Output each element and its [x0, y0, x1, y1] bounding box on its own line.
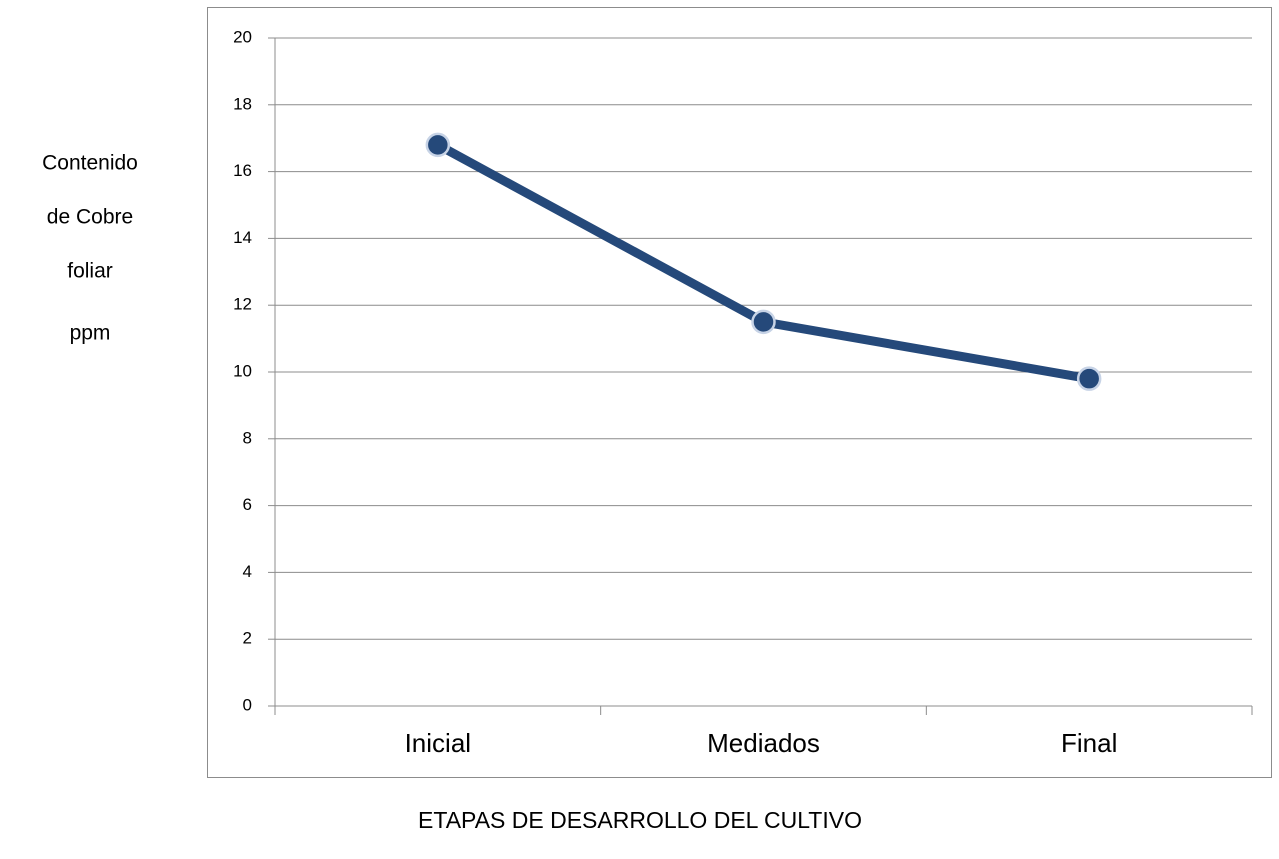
chart-frame [207, 7, 1272, 778]
y-axis-label: Contenido [42, 152, 138, 175]
y-axis-label: de Cobre [47, 206, 133, 229]
data-point [751, 309, 776, 335]
y-tick-label: 6 [243, 495, 252, 514]
y-tick-label: 0 [243, 695, 252, 714]
data-point [1076, 366, 1102, 391]
x-tick-label: Mediados [707, 728, 820, 758]
y-tick-label: 4 [243, 562, 252, 581]
y-tick-label: 12 [233, 295, 252, 314]
x-axis-label: ETAPAS DE DESARROLLO DEL CULTIVO [418, 807, 862, 833]
data-point [425, 132, 451, 158]
y-tick-label: 16 [233, 161, 252, 180]
y-axis-label: foliar [67, 260, 113, 283]
y-tick-label: 18 [233, 94, 252, 113]
y-tick-label: 14 [233, 228, 252, 247]
x-tick-label: Inicial [405, 728, 471, 758]
y-tick-label: 8 [243, 428, 252, 447]
x-tick-label: Final [1061, 728, 1117, 758]
y-axis-label: ppm [70, 322, 111, 345]
y-tick-label: 10 [233, 361, 252, 380]
y-tick-label: 2 [243, 629, 252, 648]
series-line [435, 140, 1090, 384]
y-tick-label: 20 [233, 27, 252, 46]
